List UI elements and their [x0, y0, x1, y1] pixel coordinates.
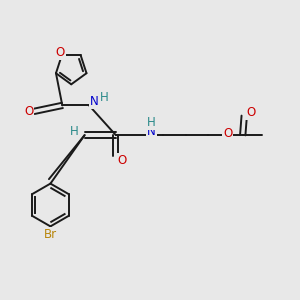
Text: O: O — [246, 106, 255, 119]
Text: O: O — [56, 46, 65, 59]
Text: H: H — [70, 125, 79, 138]
Text: O: O — [24, 105, 33, 118]
Text: O: O — [223, 127, 232, 140]
Text: H: H — [147, 116, 156, 129]
Text: Br: Br — [44, 228, 57, 241]
Text: N: N — [147, 125, 156, 138]
Text: N: N — [90, 95, 99, 108]
Text: O: O — [118, 154, 127, 167]
Text: H: H — [100, 92, 109, 104]
